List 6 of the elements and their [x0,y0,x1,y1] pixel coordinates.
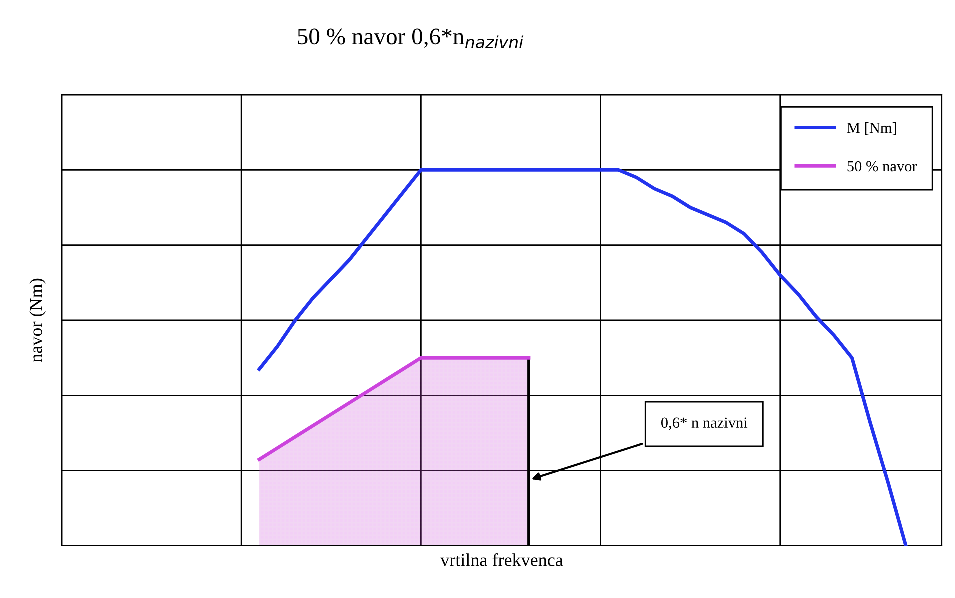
legend-label: M [Nm] [847,122,896,136]
annotation: 0,6* n nazivni [661,418,748,430]
legend-label: 50 % navor [848,161,918,172]
y-axis-title: navor (Nm) [30,278,46,362]
x-axis-title: vrtilna frekvenca [440,553,564,566]
chart-title: 50 % navor 0,6*n$_{nazivni}$ [298,28,524,49]
